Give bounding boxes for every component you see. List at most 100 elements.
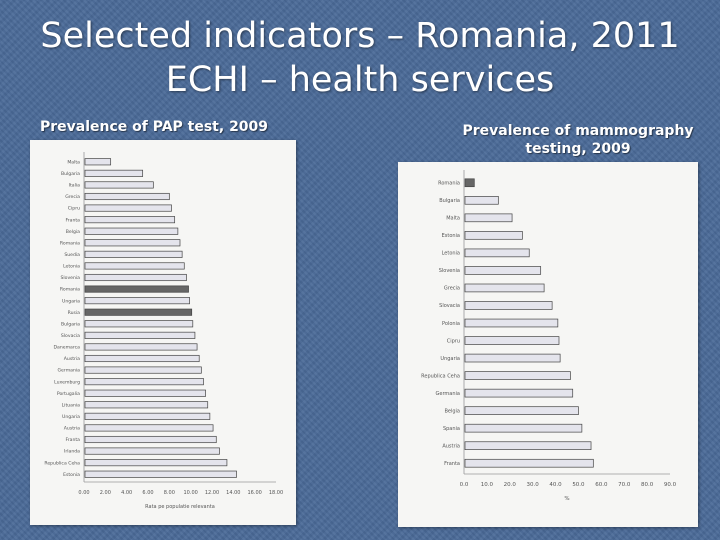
mammo-category-label: Ungaria — [440, 356, 460, 362]
pap-bar — [84, 250, 183, 258]
pap-category-label: Malta — [67, 159, 80, 165]
mammo-x-tick-label: 10.0 — [481, 482, 494, 488]
pap-x-tick-label: 2.00 — [100, 490, 111, 496]
pap-bar — [84, 424, 214, 432]
mammography-chart: Romania Bulgaria Malta Estonia Letonia Sloven… — [398, 162, 698, 527]
mammo-category-label: Estonia — [442, 233, 460, 239]
pap-category-label: Romania — [60, 240, 80, 246]
pap-bar — [84, 181, 154, 189]
pap-category-label: Italia — [69, 183, 81, 189]
pap-bar — [84, 308, 193, 316]
mammo-x-tick-label: 90.0 — [664, 482, 677, 488]
mammo-bar — [464, 388, 574, 398]
mammography-caption-line1: Prevalence of mammography — [462, 123, 694, 139]
mammo-bar — [464, 213, 513, 223]
mammography-caption-line2: testing, 2009 — [525, 141, 631, 157]
pap-bar — [84, 343, 198, 351]
pap-bar — [84, 273, 187, 282]
pap-bar — [84, 435, 217, 444]
pap-bar — [84, 204, 172, 212]
pap-category-label: Lituania — [62, 402, 81, 408]
slide-title-line1: Selected indicators – Romania, 2011 — [40, 16, 680, 56]
pap-bar — [84, 331, 196, 339]
mammo-bar — [464, 231, 523, 240]
pap-bar — [84, 169, 144, 177]
pap-category-label: Estonia — [63, 472, 80, 478]
pap-test-chart: Malta Bulgaria Italia Grecia Cipru Franta Belg… — [30, 140, 296, 525]
mammo-category-label: Belgia — [444, 408, 460, 414]
mammo-bar — [464, 458, 594, 468]
pap-category-label: Luxemburg — [54, 379, 80, 385]
pap-category-label: Republica Ceha — [44, 460, 80, 466]
mammography-chart-svg: Romania Bulgaria Malta Estonia Letonia Sloven… — [421, 170, 677, 502]
mammo-x-tick-label: 40.0 — [549, 482, 562, 488]
pap-bar — [84, 216, 176, 224]
mammo-category-label: Polonia — [442, 321, 460, 327]
pap-category-label: Austria — [64, 356, 80, 362]
mammo-category-label: Republica Ceha — [421, 373, 460, 379]
pap-category-label: Franta — [65, 217, 80, 223]
slide-title-line2: ECHI – health services — [165, 60, 555, 100]
pap-x-tick-label: 0.00 — [78, 490, 89, 496]
pap-bar — [84, 447, 220, 455]
pap-bar — [84, 227, 179, 235]
pap-category-label: Germania — [58, 368, 81, 374]
pap-category-label: Irlanda — [64, 449, 80, 455]
mammo-bar — [464, 248, 530, 258]
mammo-bar — [464, 301, 553, 310]
pap-bar — [84, 470, 237, 478]
mammo-x-tick-label: 60.0 — [595, 482, 608, 488]
mammo-x-tick-label: 20.0 — [504, 482, 517, 488]
mammo-x-tick-label: 80.0 — [641, 482, 654, 488]
pap-category-label: Suedia — [64, 252, 80, 258]
mammo-x-axis-title: % — [564, 496, 569, 502]
pap-category-label: Letonia — [63, 264, 80, 270]
pap-x-tick-label: 6.00 — [142, 490, 153, 496]
pap-bar — [84, 262, 185, 270]
pap-bar — [84, 354, 200, 363]
pap-category-label: Rusia — [68, 310, 81, 316]
mammo-category-label: Grecia — [444, 286, 460, 292]
pap-x-tick-label: 16.00 — [248, 490, 262, 496]
pap-bar — [84, 366, 202, 374]
pap-bar — [84, 378, 204, 386]
mammo-x-tick-label: 0.0 — [460, 482, 469, 488]
mammo-bar — [464, 178, 475, 188]
mammo-category-label: Letonia — [442, 251, 460, 257]
mammo-category-label: Slovenia — [439, 268, 460, 274]
mammo-category-label: Austria — [442, 443, 460, 449]
pap-x-tick-label: 14.00 — [226, 490, 240, 496]
pap-x-tick-label: 12.00 — [205, 490, 219, 496]
mammo-category-label: Slovacia — [439, 303, 460, 309]
mammo-bar — [464, 406, 579, 415]
pap-category-label: Cipru — [68, 206, 80, 212]
mammo-category-label: Bulgaria — [439, 198, 460, 204]
pap-x-tick-label: 18.00 — [269, 490, 283, 496]
mammo-category-label: Malta — [446, 216, 460, 222]
mammo-bar — [464, 441, 592, 451]
pap-bar — [84, 297, 190, 305]
pap-category-label: Austria — [64, 426, 80, 432]
mammo-bar — [464, 336, 560, 345]
pap-test-caption: Prevalence of PAP test, 2009 — [39, 119, 269, 135]
pap-x-tick-label: 8.00 — [164, 490, 175, 496]
pap-category-label: Romania — [60, 287, 80, 293]
mammo-category-label: Spania — [443, 426, 460, 432]
pap-x-axis-title: Rata pe populatie relevanta — [145, 504, 215, 510]
mammo-category-label: Cipru — [447, 338, 460, 344]
pap-category-label: Slovacia — [61, 333, 80, 339]
pap-category-label: Franta — [65, 437, 80, 443]
mammo-category-label: Franta — [444, 461, 460, 467]
pap-category-label: Ungaria — [62, 414, 80, 420]
mammo-bar — [464, 318, 559, 328]
pap-category-label: Ungaria — [62, 298, 80, 304]
pap-category-label: Danemarca — [53, 345, 80, 351]
mammo-bar — [464, 371, 571, 380]
pap-bar — [84, 320, 194, 328]
pap-category-label: Portugalia — [57, 391, 80, 397]
mammo-bar — [464, 266, 542, 275]
mammo-x-tick-label: 70.0 — [618, 482, 631, 488]
mammo-x-tick-label: 50.0 — [572, 482, 585, 488]
mammo-x-tick-label: 30.0 — [527, 482, 540, 488]
pap-category-label: Bulgaria — [61, 171, 80, 177]
